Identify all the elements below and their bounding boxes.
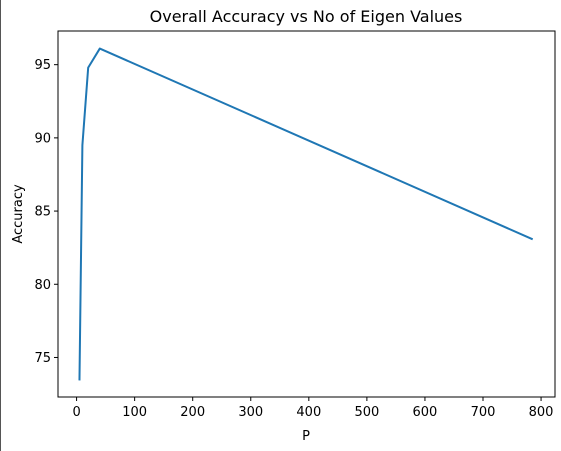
- x-tick-label: 600: [413, 405, 438, 420]
- x-axis-ticks: 0 100 200 300 400 500 600 700 800: [72, 397, 553, 420]
- y-axis-ticks: 75 80 85 90 95: [34, 58, 58, 366]
- y-tick-label: 95: [34, 58, 51, 73]
- x-tick-label: 100: [122, 405, 147, 420]
- y-tick-label: 75: [34, 351, 51, 366]
- y-axis-label: Accuracy: [11, 184, 26, 244]
- x-tick-label: 300: [238, 405, 263, 420]
- x-tick-label: 200: [180, 405, 205, 420]
- y-tick-label: 80: [34, 278, 51, 293]
- x-tick-label: 400: [296, 405, 321, 420]
- x-tick-label: 0: [72, 405, 80, 420]
- window-left-border: [0, 0, 1, 451]
- x-tick-label: 500: [354, 405, 379, 420]
- chart-title: Overall Accuracy vs No of Eigen Values: [150, 7, 463, 26]
- plot-area-frame: [57, 30, 556, 398]
- y-tick-label: 85: [34, 205, 51, 220]
- accuracy-series-line: [78, 47, 534, 381]
- x-tick-label: 800: [529, 405, 554, 420]
- x-axis-label: P: [302, 429, 310, 444]
- x-tick-label: 700: [471, 405, 496, 420]
- y-tick-label: 90: [34, 131, 51, 146]
- series-layer: [78, 47, 534, 381]
